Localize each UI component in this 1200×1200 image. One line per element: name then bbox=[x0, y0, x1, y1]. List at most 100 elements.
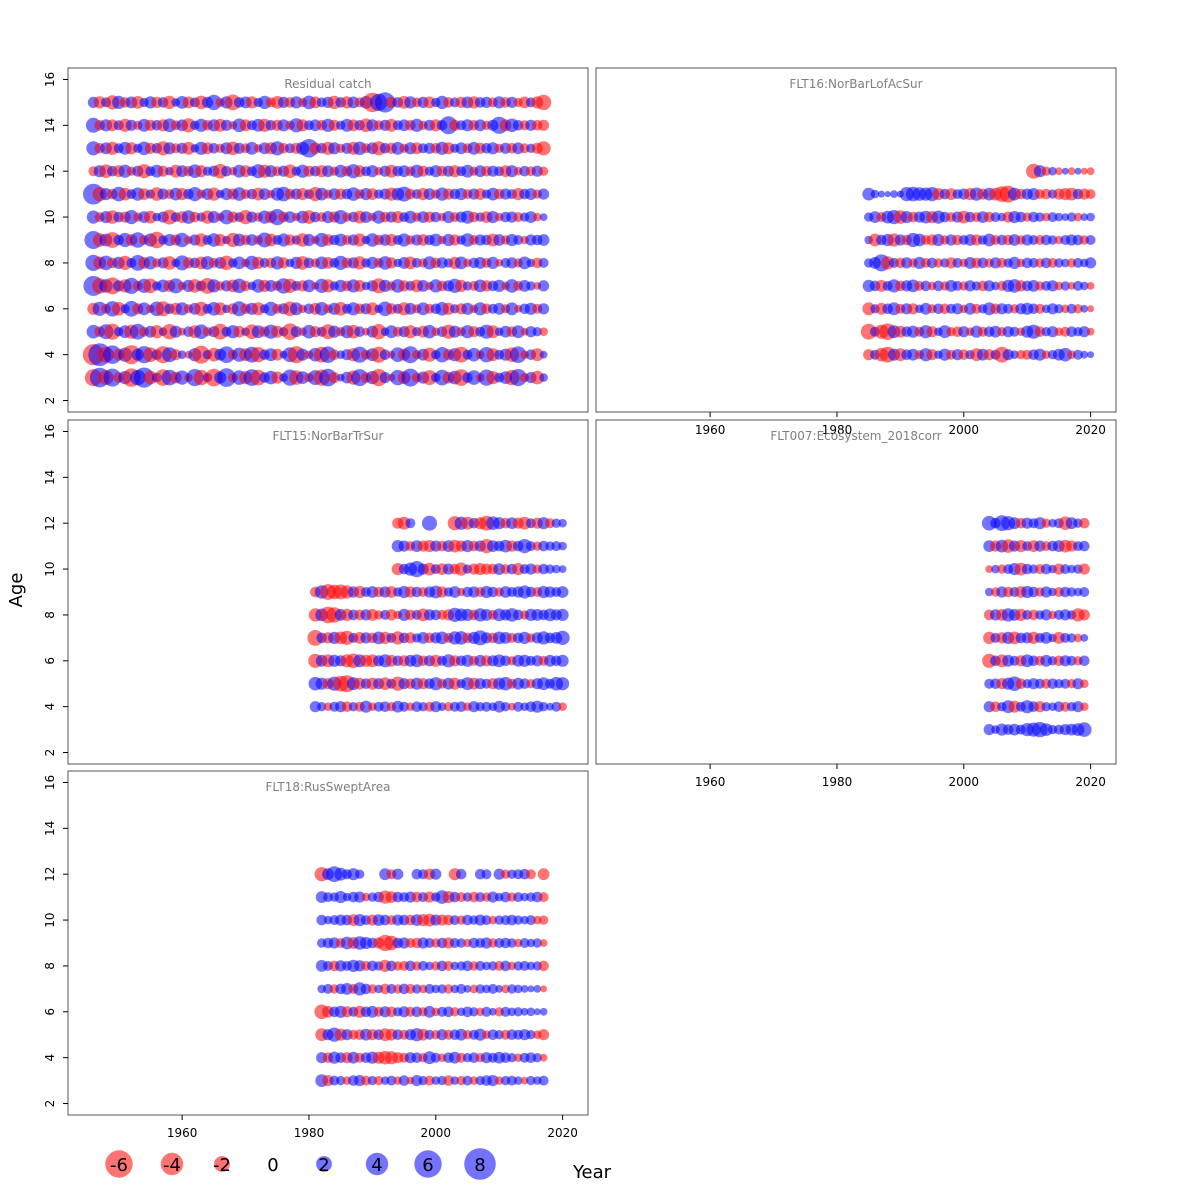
panel-2: FLT16:NorBarLofAcSur 1960 1980 2000 2020 bbox=[595, 67, 1117, 437]
y-tick-label: 8 bbox=[43, 962, 57, 970]
legend-label: -2 bbox=[213, 1155, 231, 1176]
residual-bubble bbox=[1041, 702, 1051, 712]
residual-bubble bbox=[870, 189, 880, 199]
residual-bubble bbox=[507, 1053, 517, 1063]
residual-bubble bbox=[1048, 166, 1057, 176]
residual-bubble bbox=[1079, 587, 1090, 597]
y-tick-label: 14 bbox=[43, 118, 57, 133]
x-tick-label: 2000 bbox=[949, 775, 980, 789]
residual-bubble bbox=[361, 892, 371, 902]
legend-bubble bbox=[464, 1148, 496, 1180]
residual-bubble bbox=[513, 915, 523, 925]
residual-bubble bbox=[359, 700, 373, 713]
residual-bubble bbox=[527, 985, 535, 993]
residual-bubble bbox=[509, 369, 527, 387]
panel-frame bbox=[595, 419, 1117, 765]
residual-bubble bbox=[290, 326, 302, 338]
residual-bubble bbox=[525, 869, 536, 880]
panel-1: Residual catch 2 4 6 8 10 12 14 16 bbox=[43, 67, 589, 413]
residual-bubble bbox=[505, 165, 518, 178]
residual-bubble bbox=[367, 984, 378, 994]
y-tick-label: 4 bbox=[43, 351, 57, 359]
residual-bubble bbox=[430, 701, 442, 713]
residual-bubble bbox=[1073, 212, 1083, 222]
residual-bubble bbox=[1078, 326, 1090, 338]
residual-bubble bbox=[1087, 351, 1095, 359]
residual-bubble bbox=[538, 702, 549, 712]
residual-bubble bbox=[487, 1075, 499, 1087]
y-tick-label: 14 bbox=[43, 821, 57, 836]
residual-bubble bbox=[520, 1076, 529, 1085]
residual-bubble bbox=[1079, 517, 1090, 529]
residual-bubble bbox=[424, 983, 435, 994]
residual-bubble bbox=[150, 325, 164, 339]
residual-bubble bbox=[379, 372, 391, 384]
residual-bubble bbox=[461, 302, 474, 315]
residual-bubble bbox=[1010, 350, 1019, 360]
residual-bubble bbox=[538, 1029, 550, 1041]
residual-bubble bbox=[385, 609, 397, 621]
panel-5: FLT18:RusSweptArea 2 4 6 8 10 12 14 16 1960 1980 20… bbox=[43, 770, 589, 1140]
residual-bubble bbox=[448, 586, 461, 598]
x-tick-label: 1960 bbox=[167, 1126, 198, 1140]
residual-bubble bbox=[1079, 655, 1090, 667]
residual-bubble bbox=[374, 1075, 384, 1086]
residual-bubble bbox=[493, 279, 506, 292]
residual-bubble bbox=[1080, 167, 1088, 175]
residual-bubble bbox=[221, 165, 232, 177]
residual-bubble bbox=[1047, 280, 1059, 292]
residual-bubble bbox=[500, 960, 511, 972]
residual-bubble bbox=[1080, 350, 1089, 359]
residual-bubble bbox=[177, 350, 187, 360]
residual-bubble bbox=[1080, 304, 1089, 313]
residual-bubble bbox=[386, 1075, 397, 1086]
legend-label: 2 bbox=[318, 1155, 329, 1176]
residual-bubble bbox=[538, 960, 549, 972]
residual-bubble bbox=[1072, 678, 1084, 690]
residual-bubble bbox=[481, 869, 492, 880]
residual-bubble bbox=[511, 325, 525, 339]
residual-bubble bbox=[1080, 281, 1089, 291]
residual-bubble bbox=[1055, 167, 1063, 176]
residual-bubble bbox=[513, 984, 523, 994]
y-tick-label: 2 bbox=[43, 397, 57, 405]
residual-bubble bbox=[533, 985, 542, 993]
residual-bubble bbox=[532, 938, 542, 948]
residual-bubble bbox=[1066, 633, 1077, 643]
residual-bubble bbox=[463, 985, 472, 993]
residual-bubble bbox=[278, 257, 290, 269]
residual-bubble bbox=[1080, 634, 1089, 642]
residual-bubble bbox=[289, 302, 303, 316]
residual-bubble bbox=[392, 868, 404, 880]
residual-bubble bbox=[182, 141, 195, 155]
y-tick-label: 6 bbox=[43, 657, 57, 665]
residual-bubble bbox=[507, 984, 517, 994]
bubble-layer bbox=[307, 515, 570, 713]
residual-bubble bbox=[443, 960, 454, 971]
panel-frame bbox=[595, 67, 1117, 413]
residual-bubble bbox=[1074, 167, 1082, 175]
residual-bubble bbox=[538, 1075, 549, 1086]
residual-bubble bbox=[486, 256, 499, 269]
residual-bubble bbox=[952, 257, 963, 268]
y-tick-label: 8 bbox=[43, 259, 57, 267]
legend-bubble bbox=[414, 1150, 442, 1178]
residual-bubble bbox=[329, 349, 340, 361]
residual-bubble bbox=[456, 938, 466, 948]
residual-bubble bbox=[430, 868, 442, 880]
residual-bubble bbox=[526, 281, 536, 291]
residual-bubble bbox=[552, 564, 561, 574]
residual-bubble bbox=[1085, 189, 1096, 200]
panel-title: Residual catch bbox=[284, 77, 371, 91]
residual-bubble bbox=[958, 326, 970, 338]
residual-bubble bbox=[539, 373, 548, 382]
residual-bubble bbox=[540, 985, 548, 993]
residual-bubble bbox=[360, 211, 372, 224]
y-tick-label: 8 bbox=[43, 611, 57, 619]
residual-bubble bbox=[157, 165, 169, 177]
residual-bubble bbox=[551, 701, 562, 712]
residual-bubble bbox=[1035, 212, 1045, 222]
residual-bubble bbox=[530, 370, 545, 385]
residual-bubble bbox=[1073, 257, 1083, 268]
residual-bubble bbox=[532, 1053, 542, 1063]
